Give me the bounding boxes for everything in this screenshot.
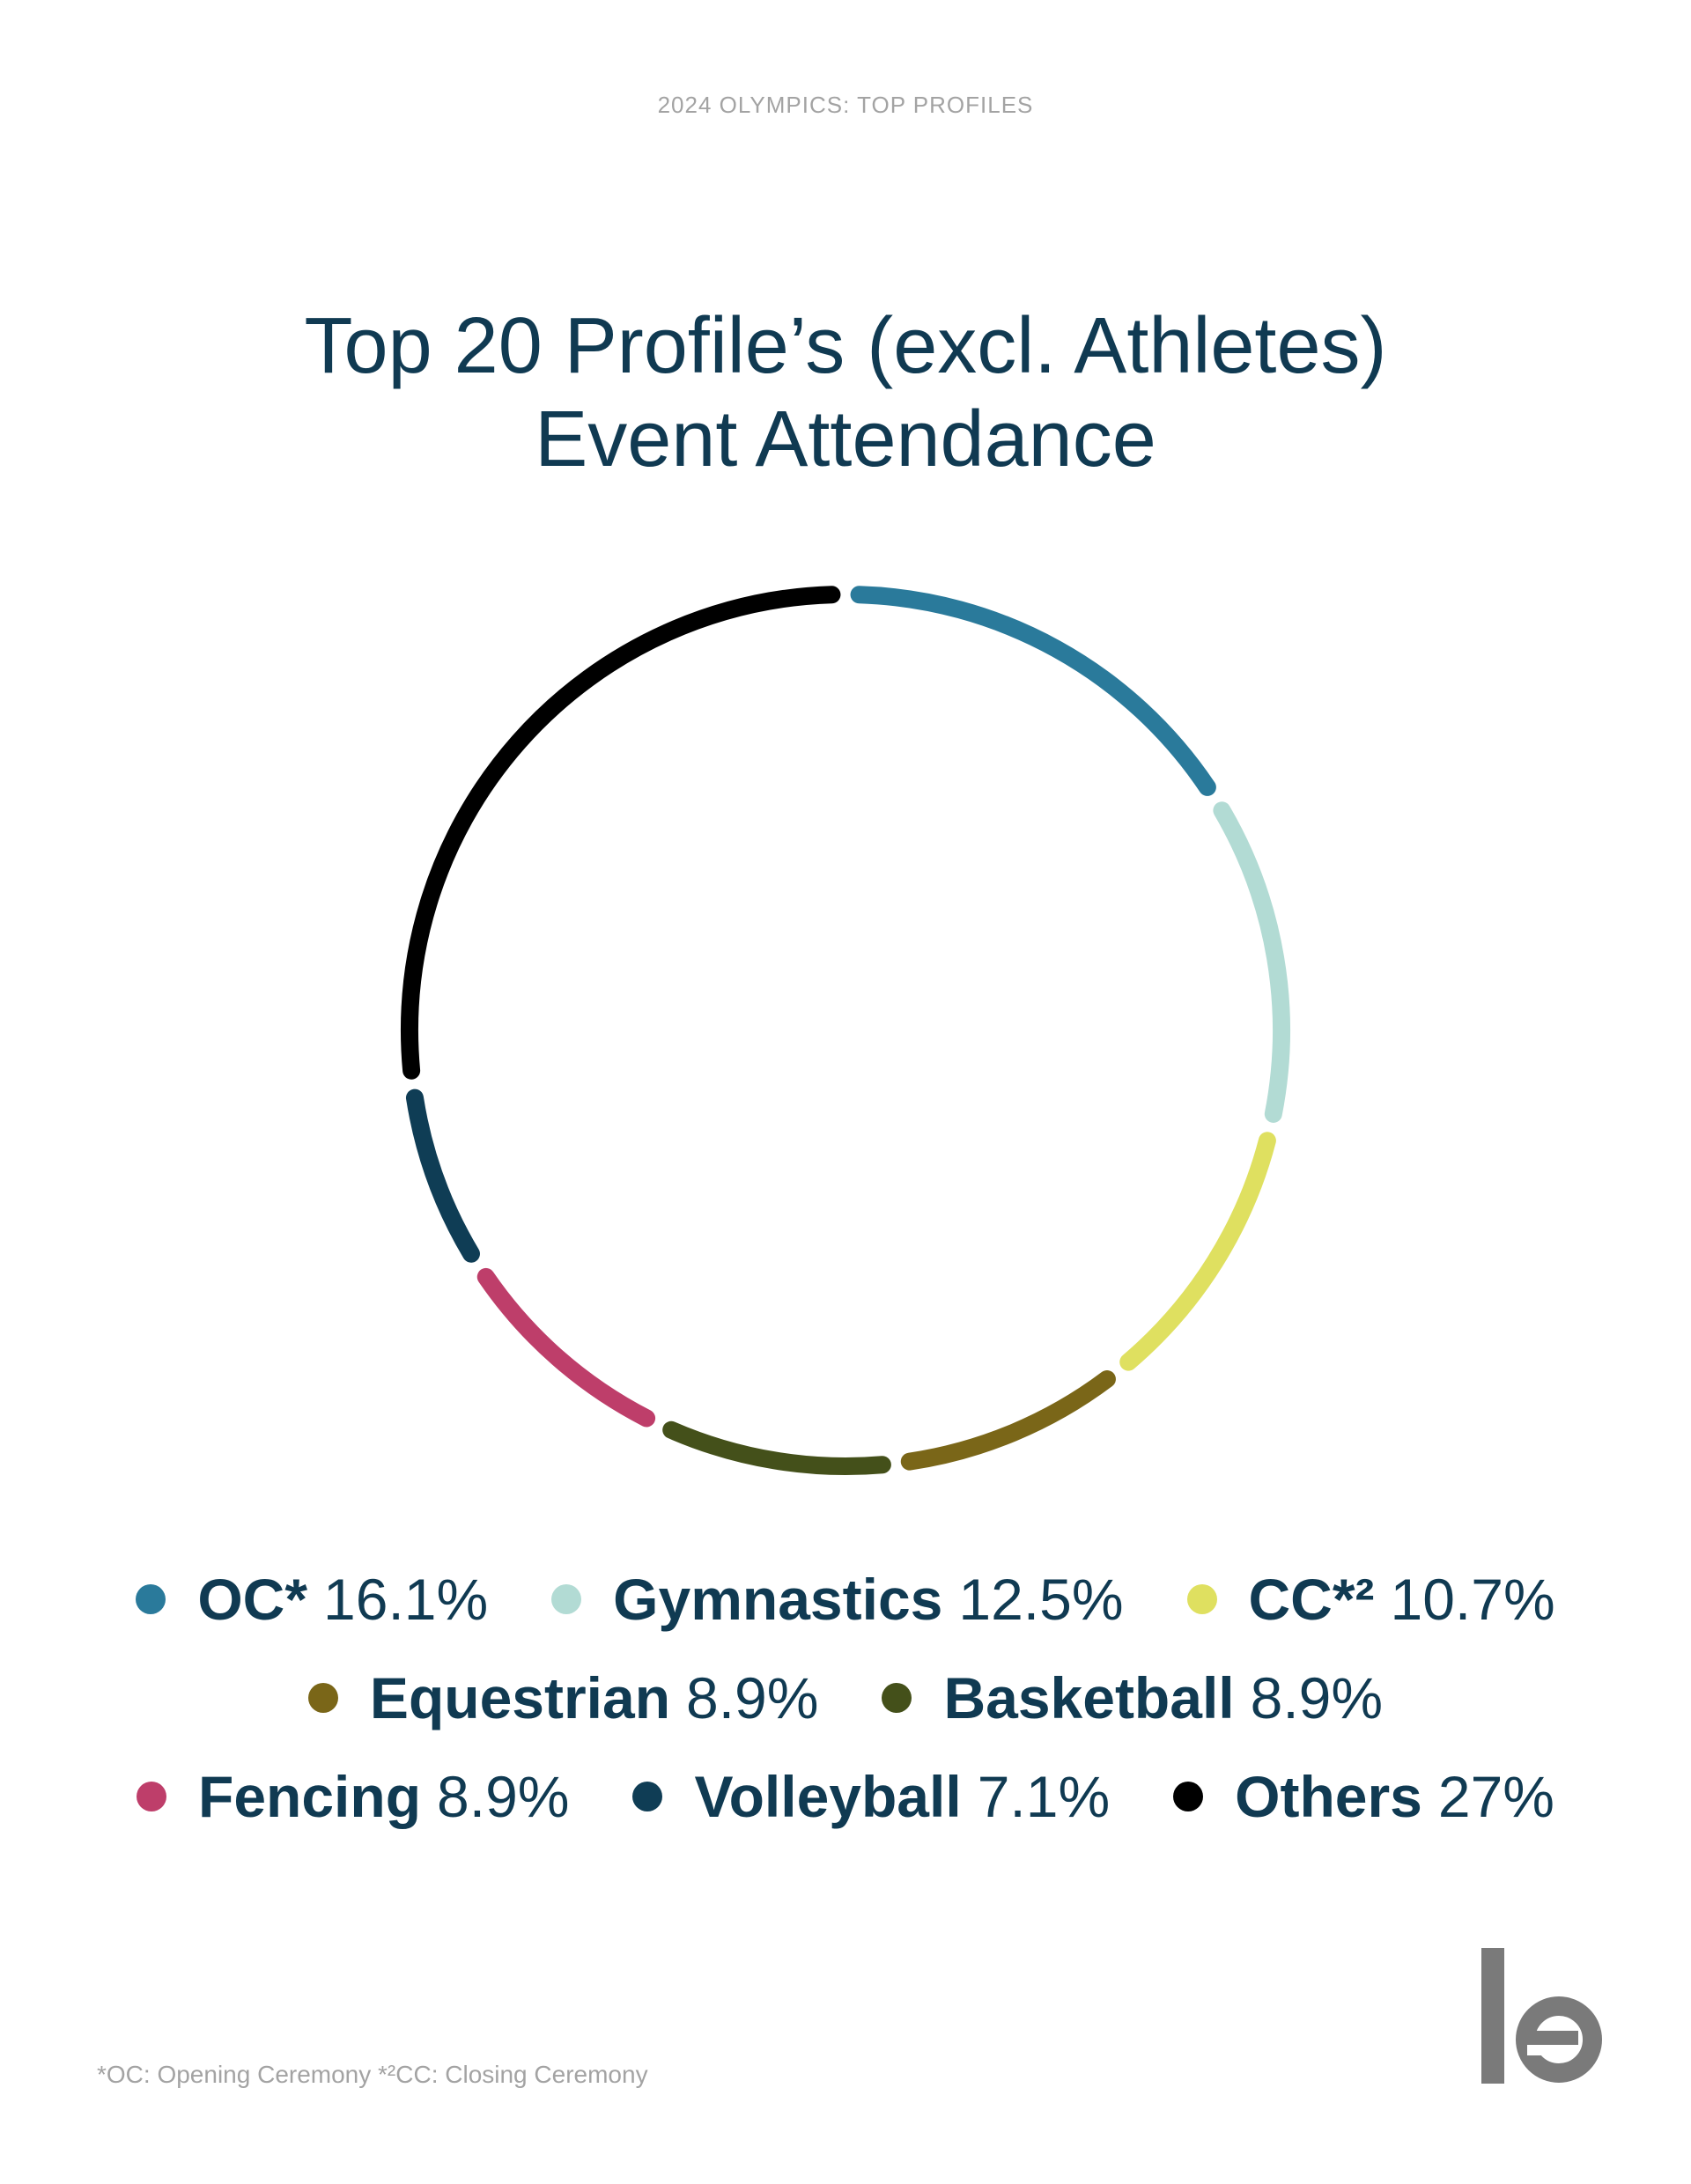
legend-value-oc: 16.1% <box>323 1567 489 1632</box>
chart-title: Top 20 Profile’s (excl. Athletes) Event … <box>0 299 1691 486</box>
legend-dot-cc <box>1186 1584 1217 1614</box>
chart-title-line-1: Top 20 Profile’s (excl. Athletes) <box>304 302 1387 390</box>
legend-label-oc: OC* <box>197 1567 308 1632</box>
legend-item-fencing: Fencing 8.9% <box>137 1763 569 1830</box>
donut-segment-gymnastics <box>1213 801 1290 1123</box>
legend-item-basketball: Basketball 8.9% <box>882 1664 1383 1731</box>
legend-value-equestrian: 8.9% <box>686 1665 819 1730</box>
legend-row-1: OC* 16.1% Gymnastics 12.5% CC*² 10.7% <box>0 1550 1691 1649</box>
legend-dot-volleyball <box>632 1782 663 1811</box>
legend-dot-basketball <box>882 1683 912 1713</box>
legend-row-2: Equestrian 8.9% Basketball 8.9% <box>0 1649 1691 1747</box>
brand-logo <box>1481 1948 1602 2084</box>
donut-chart <box>401 586 1290 1475</box>
donut-segment-basketball <box>662 1420 891 1475</box>
legend-value-gymnastics: 12.5% <box>958 1567 1124 1632</box>
legend-item-equestrian: Equestrian 8.9% <box>307 1664 819 1731</box>
legend-value-fencing: 8.9% <box>437 1764 570 1829</box>
legend-item-others: Others 27% <box>1173 1763 1554 1830</box>
legend-dot-others <box>1173 1782 1204 1811</box>
legend-label-basketball: Basketball <box>943 1665 1235 1730</box>
legend-label-fencing: Fencing <box>198 1764 422 1829</box>
legend-label-cc: CC*² <box>1248 1567 1375 1632</box>
page-header: 2024 OLYMPICS: TOP PROFILES <box>657 92 1034 118</box>
chart-title-line-2: Event Attendance <box>535 395 1156 483</box>
chart-legend: OC* 16.1% Gymnastics 12.5% CC*² 10.7% Eq… <box>0 1550 1691 1846</box>
legend-label-equestrian: Equestrian <box>369 1665 671 1730</box>
legend-value-volleyball: 7.1% <box>977 1764 1111 1829</box>
legend-dot-equestrian <box>307 1683 338 1713</box>
legend-label-others: Others <box>1235 1764 1422 1829</box>
donut-segment-volleyball <box>405 1088 480 1263</box>
legend-item-oc: OC* 16.1% <box>136 1566 488 1633</box>
legend-value-basketball: 8.9% <box>1250 1665 1384 1730</box>
legend-dot-gymnastics <box>551 1584 582 1614</box>
legend-dot-oc <box>136 1584 166 1614</box>
donut-segment-cc <box>1119 1132 1276 1371</box>
legend-label-gymnastics: Gymnastics <box>613 1567 943 1632</box>
donut-segment-others <box>401 586 841 1080</box>
legend-value-others: 27% <box>1437 1764 1554 1829</box>
footnote: *OC: Opening Ceremony *²CC: Closing Cere… <box>97 2061 648 2088</box>
legend-label-volleyball: Volleyball <box>694 1764 962 1829</box>
legend-row-3: Fencing 8.9% Volleyball 7.1% Others 27% <box>0 1747 1691 1846</box>
donut-segment-equestrian <box>900 1370 1116 1471</box>
legend-item-gymnastics: Gymnastics 12.5% <box>551 1566 1124 1633</box>
legend-dot-fencing <box>137 1782 167 1811</box>
legend-item-volleyball: Volleyball 7.1% <box>632 1763 1110 1830</box>
legend-item-cc: CC*² 10.7% <box>1186 1566 1555 1633</box>
legend-value-cc: 10.7% <box>1390 1567 1555 1632</box>
donut-segment-fencing <box>476 1267 656 1428</box>
donut-segment-oc <box>850 586 1216 796</box>
